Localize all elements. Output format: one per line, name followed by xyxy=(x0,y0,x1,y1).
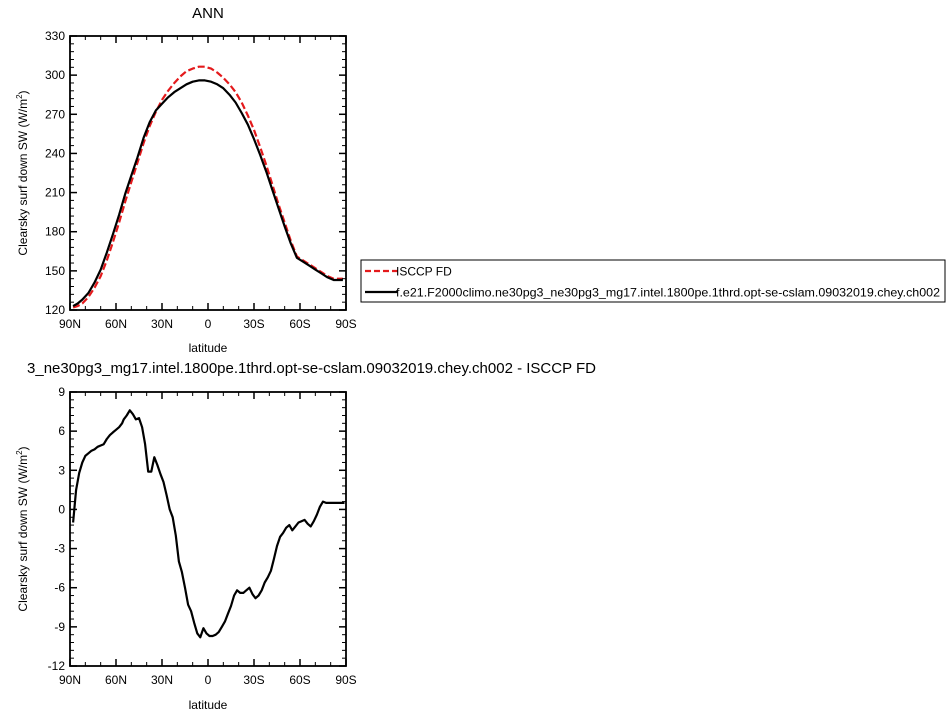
top-y-tick-label: 210 xyxy=(45,186,65,200)
top-y-tick-label: 120 xyxy=(45,303,65,317)
bottom-x-tick-label: 90S xyxy=(335,673,356,687)
bottom-x-tick-label: 30S xyxy=(243,673,264,687)
bottom-ylabel-sup: 2 xyxy=(15,450,24,455)
top-chart-title: ANN xyxy=(192,5,224,22)
bottom-series-line-0 xyxy=(72,409,345,639)
top-xlabel: latitude xyxy=(189,341,228,355)
top-y-tick-label: 180 xyxy=(45,225,65,239)
top-x-tick-label: 30S xyxy=(243,317,264,331)
top-ylabel: Clearsky surf down SW (W/m2) xyxy=(15,90,30,255)
bottom-tick-group: 90N 60N 30N 0 30S 60S 90S -12 -9 -6 -3 0 3 6 9 xyxy=(48,385,357,687)
top-series-group xyxy=(72,65,343,309)
bottom-x-tick-label: 60N xyxy=(105,673,127,687)
bottom-x-tick-label: 0 xyxy=(205,673,212,687)
bottom-ylabel: Clearsky surf down SW (W/m2) xyxy=(15,446,30,611)
bottom-x-tick-label: 90N xyxy=(59,673,81,687)
bottom-x-tick-label: 30N xyxy=(151,673,173,687)
top-x-tick-label: 60N xyxy=(105,317,127,331)
top-x-tick-label: 60S xyxy=(289,317,310,331)
bottom-y-tick-label: 9 xyxy=(58,385,65,399)
bottom-chart: 3_ne30pg3_mg17.intel.1800pe.1thrd.opt-se… xyxy=(15,360,596,712)
bottom-y-tick-label: -12 xyxy=(48,659,66,673)
bottom-y-tick-label: 0 xyxy=(58,502,65,516)
top-series-line-0 xyxy=(72,65,343,309)
bottom-y-tick-label: 3 xyxy=(58,463,65,477)
top-plot-frame xyxy=(69,35,347,311)
bottom-x-tick-label: 60S xyxy=(289,673,310,687)
bottom-y-tick-label: 6 xyxy=(58,424,65,438)
top-tick-group: 90N 60N 30N 0 30S 60S 90S 120 150 180 210 240 270 300… xyxy=(45,29,357,331)
bottom-y-tick-label: -3 xyxy=(54,542,65,556)
top-x-tick-label: 90S xyxy=(335,317,356,331)
top-ylabel-main: Clearsky surf down SW (W/m xyxy=(16,99,30,256)
top-y-tick-label: 300 xyxy=(45,68,65,82)
legend-box xyxy=(360,259,946,303)
top-y-tick-label: 240 xyxy=(45,146,65,160)
bottom-chart-title: 3_ne30pg3_mg17.intel.1800pe.1thrd.opt-se… xyxy=(27,360,596,377)
top-y-tick-label: 150 xyxy=(45,264,65,278)
bottom-y-tick-label: -9 xyxy=(54,620,65,634)
top-series-line-1 xyxy=(72,79,343,308)
top-ylabel-sup: 2 xyxy=(15,94,24,99)
top-x-tick-label: 90N xyxy=(59,317,81,331)
bottom-ylabel-close: ) xyxy=(16,446,30,450)
top-x-tick-label: 0 xyxy=(205,317,212,331)
legend-label-model: f.e21.F2000climo.ne30pg3_ne30pg3_mg17.in… xyxy=(396,286,940,300)
bottom-series-group xyxy=(72,409,345,639)
top-y-tick-label: 270 xyxy=(45,107,65,121)
top-ylabel-close: ) xyxy=(16,90,30,94)
top-y-tick-label: 330 xyxy=(45,29,65,43)
bottom-ylabel-main: Clearsky surf down SW (W/m xyxy=(16,455,30,612)
top-x-tick-label: 30N xyxy=(151,317,173,331)
bottom-y-tick-label: -6 xyxy=(54,581,65,595)
bottom-xlabel: latitude xyxy=(189,698,228,712)
legend-label-isccp: ISCCP FD xyxy=(396,265,452,279)
top-chart: ANN 90N 60N 30N 0 30S 60S 90S 120 150 180 210 240 27… xyxy=(15,5,357,355)
legend: ISCCP FD f.e21.F2000climo.ne30pg3_ne30pg… xyxy=(360,259,946,303)
